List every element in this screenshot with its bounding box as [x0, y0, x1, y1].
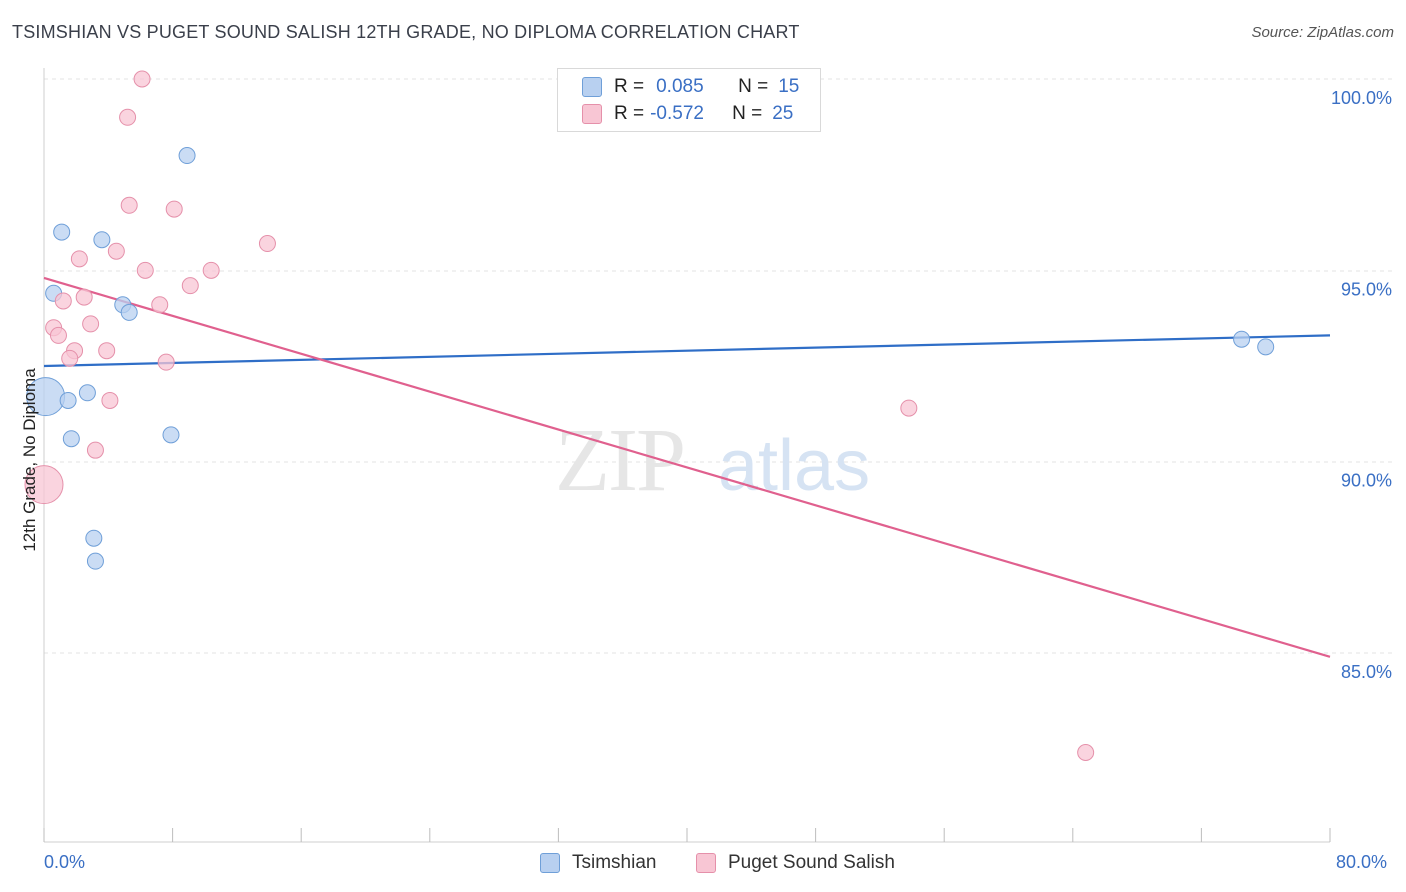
point-tsimshian — [53, 223, 71, 241]
legend-row-tsimshian: R = 0.085 N = 15 — [582, 76, 799, 98]
y-tick-label: 95.0% — [1341, 279, 1392, 299]
point-tsimshian — [62, 430, 80, 448]
point-puget-sound-salish — [133, 70, 151, 88]
legend-r-label: R = — [614, 76, 645, 97]
point-puget-sound-salish — [86, 441, 104, 459]
point-puget-sound-salish — [120, 196, 138, 214]
legend-swatch-tsimshian — [582, 77, 602, 97]
data-points — [24, 70, 1275, 761]
gridlines — [44, 78, 1392, 654]
point-tsimshian — [85, 529, 103, 547]
series-swatch-tsimshian — [540, 853, 560, 873]
point-puget-sound-salish — [49, 326, 67, 344]
trend-lines — [43, 276, 1331, 658]
watermark-atlas: atlas — [718, 426, 870, 506]
trend-line-tsimshian — [43, 334, 1331, 368]
legend-r-label: R = — [614, 103, 645, 124]
series-name-tsimshian: Tsimshian — [572, 852, 657, 873]
point-puget-sound-salish — [24, 465, 64, 505]
legend-n-label: N = — [732, 103, 763, 124]
axes — [43, 68, 1331, 843]
point-puget-sound-salish — [107, 242, 125, 260]
series-name-puget-sound-salish: Puget Sound Salish — [728, 852, 895, 873]
legend-r-value-tsimshian: 0.085 — [656, 76, 704, 97]
point-puget-sound-salish — [54, 292, 72, 310]
point-puget-sound-salish — [70, 250, 88, 268]
point-tsimshian — [86, 552, 104, 570]
y-tick-label: 100.0% — [1331, 88, 1392, 108]
point-tsimshian — [78, 384, 96, 402]
point-puget-sound-salish — [157, 353, 175, 371]
point-puget-sound-salish — [1077, 743, 1095, 761]
point-tsimshian — [59, 391, 77, 409]
point-puget-sound-salish — [165, 200, 183, 218]
point-puget-sound-salish — [900, 399, 918, 417]
y-tick-labels: 85.0% 90.0% 95.0% 100.0% — [1331, 88, 1392, 682]
point-puget-sound-salish — [202, 261, 220, 279]
trend-line-puget-sound-salish — [43, 276, 1331, 658]
point-tsimshian — [1233, 330, 1251, 348]
legend-swatch-puget-sound-salish — [582, 104, 602, 124]
x-tick-label-max: 80.0% — [1336, 852, 1388, 872]
y-tick-label: 90.0% — [1341, 471, 1392, 491]
y-tick-label: 85.0% — [1341, 662, 1392, 682]
point-tsimshian — [162, 426, 180, 444]
chart-title: TSIMSHIAN VS PUGET SOUND SALISH 12TH GRA… — [12, 22, 800, 42]
series-swatch-puget-sound-salish — [696, 853, 716, 873]
legend-n-label: N = — [738, 76, 769, 97]
point-tsimshian — [178, 147, 196, 165]
legend-row-puget-sound-salish: R = -0.572 N = 25 — [582, 103, 793, 125]
point-tsimshian — [120, 303, 138, 321]
point-puget-sound-salish — [151, 296, 169, 314]
point-puget-sound-salish — [75, 288, 93, 306]
point-tsimshian — [93, 231, 111, 249]
point-puget-sound-salish — [61, 349, 79, 367]
point-puget-sound-salish — [101, 391, 119, 409]
point-tsimshian — [1257, 338, 1275, 356]
point-puget-sound-salish — [258, 235, 276, 253]
series-legend-tsimshian: Tsimshian — [540, 852, 656, 874]
point-puget-sound-salish — [98, 342, 116, 360]
chart-source: Source: ZipAtlas.com — [1251, 24, 1394, 41]
correlation-legend: R = 0.085 N = 15 R = -0.572 N = 25 — [557, 68, 821, 132]
series-legend-puget-sound-salish: Puget Sound Salish — [696, 852, 895, 874]
legend-r-value-puget-sound-salish: -0.572 — [650, 103, 704, 124]
point-puget-sound-salish — [136, 261, 154, 279]
x-tick-label-min: 0.0% — [44, 852, 86, 872]
point-puget-sound-salish — [82, 315, 100, 333]
legend-n-value-puget-sound-salish: 25 — [772, 103, 794, 124]
legend-n-value-tsimshian: 15 — [778, 76, 800, 97]
point-puget-sound-salish — [119, 108, 137, 126]
point-puget-sound-salish — [181, 277, 199, 295]
y-axis-label: 12th Grade, No Diploma — [20, 368, 39, 552]
